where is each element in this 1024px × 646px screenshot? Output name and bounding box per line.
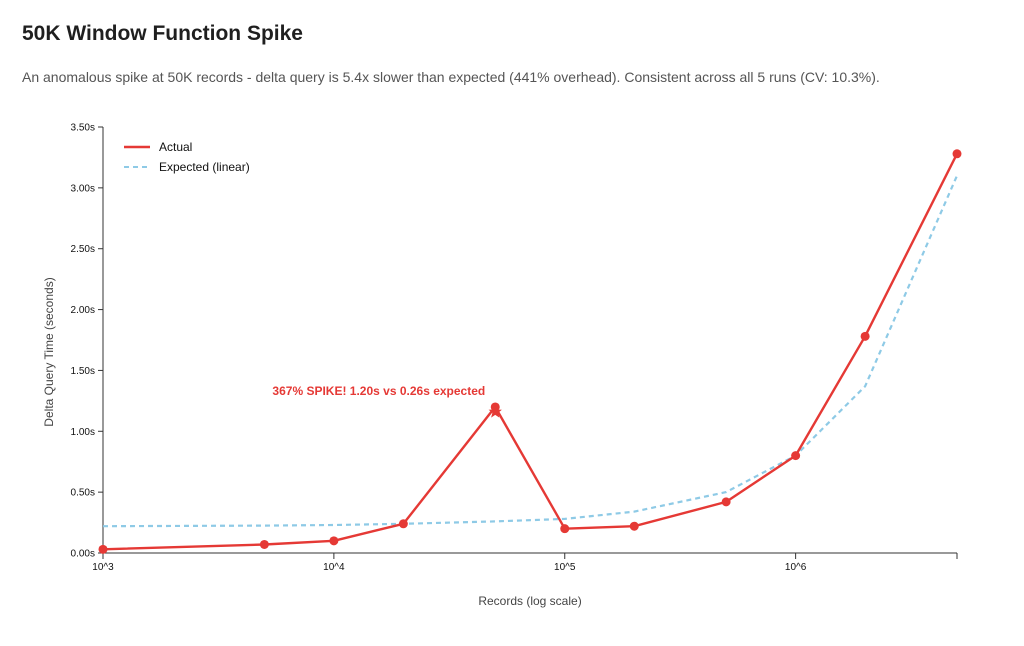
page-title: 50K Window Function Spike [22, 22, 303, 45]
x-tick-label: 10^4 [323, 562, 345, 573]
actual-data-point [259, 539, 269, 549]
y-tick-label: 0.00s [71, 549, 95, 560]
x-axis-label: Records (log scale) [478, 594, 581, 608]
actual-data-point [629, 521, 639, 531]
actual-data-point [721, 497, 731, 507]
actual-data-point [791, 451, 801, 461]
x-tick-label: 10^6 [785, 562, 807, 573]
legend-label: Expected (linear) [159, 160, 250, 174]
actual-series-line [102, 153, 959, 551]
y-tick-label: 1.50s [71, 366, 95, 377]
actual-data-point [952, 149, 962, 159]
y-tick-label: 0.50s [71, 488, 95, 499]
x-tick-label: 10^5 [554, 562, 576, 573]
spike-annotation: 367% SPIKE! 1.20s vs 0.26s expected [272, 384, 485, 398]
actual-data-point [860, 331, 870, 341]
expected-series-line [102, 175, 959, 528]
y-tick-label: 2.00s [71, 305, 95, 316]
chart-axes: 0.00s 0.50s 1.00s 1.50s 2.00s 2.50s 3.00s 3.50s… [71, 123, 958, 573]
legend-label: Actual [159, 140, 192, 154]
actual-data-point [560, 524, 570, 534]
y-tick-label: 2.50s [71, 244, 95, 255]
chart-legend: Actual Expected (linear) [124, 140, 250, 174]
actual-data-point [398, 519, 408, 529]
actual-data-point [329, 536, 339, 546]
y-tick-label: 3.50s [71, 123, 95, 134]
y-tick-label: 3.00s [71, 183, 95, 194]
y-axis-label: Delta Query Time (seconds) [42, 277, 56, 426]
y-tick-label: 1.00s [71, 427, 95, 438]
page-subtitle: An anomalous spike at 50K records - delt… [22, 69, 880, 85]
chart-series [98, 149, 962, 554]
actual-data-point [98, 544, 108, 554]
spike-star-marker [488, 404, 502, 418]
x-tick-label: 10^3 [92, 562, 114, 573]
